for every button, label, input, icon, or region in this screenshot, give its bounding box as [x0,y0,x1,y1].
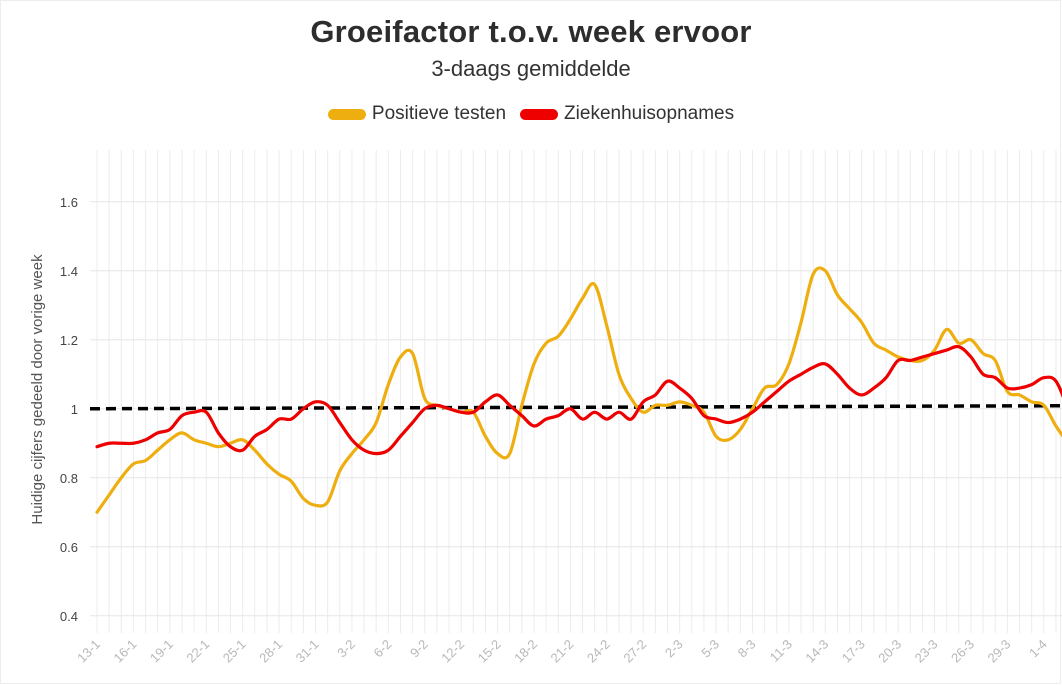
x-tick-label: 29-3 [984,637,1013,666]
y-tick-label: 1.4 [60,264,78,279]
x-tick-label: 11-3 [767,637,795,665]
series-line-positieve-testen [95,266,1062,514]
legend-swatch-ziekenhuisopnames [520,108,559,120]
x-tick-label: 2-3 [662,637,686,661]
x-tick-label: 16-1 [111,637,140,666]
y-tick-label: 1.2 [60,333,78,348]
series-line-ziekenhuisopnames [95,344,1062,456]
x-tick-label: 19-1 [147,637,176,666]
x-tick-label: 3-2 [334,637,358,661]
y-tick-label: 1 [71,402,78,417]
x-tick-label: 27-2 [620,637,649,666]
y-tick-label: 0.8 [60,471,78,486]
y-tick-label: 0.6 [60,540,78,555]
x-tick-label: 24-2 [584,637,613,666]
legend-label-ziekenhuisopnames: Ziekenhuisopnames [564,103,735,124]
x-tick-label: 8-3 [735,637,759,661]
x-tick-label: 28-1 [256,637,285,666]
x-tick-label: 14-3 [802,637,831,666]
y-axis-label: Huidige cijfers gedeeld door vorige week [29,254,46,525]
x-tick-label: 5-3 [698,637,722,661]
x-tick-label: 23-3 [912,637,941,666]
x-tick-label: 25-1 [220,637,249,666]
legend-swatch-positieve-testen [327,108,366,120]
x-tick-label: 15-2 [475,637,504,666]
x-tick-label: 17-3 [839,637,868,666]
y-tick-label: 0.4 [60,609,78,624]
x-tick-label: 20-3 [875,637,904,666]
chart-subtitle: 3-daags gemiddelde [431,56,631,81]
x-tick-label: 1-4 [1026,637,1050,661]
legend-item-positieve-testen[interactable]: Positieve testen [327,103,507,125]
x-tick-label: 21-2 [548,637,577,666]
x-tick-label: 22-1 [183,637,212,666]
x-tick-label: 12-2 [438,637,467,666]
x-tick-label: 31-1 [293,637,322,666]
x-tick-label: 18-2 [511,637,540,666]
chart-legend: Positieve testen Ziekenhuisopnames [0,103,1062,125]
x-tick-label: 9-2 [407,637,431,661]
x-tick-label: 6-2 [371,637,395,661]
legend-label-positieve-testen: Positieve testen [371,103,507,124]
y-tick-label: 1.6 [60,195,78,210]
chart-title: Groeifactor t.o.v. week ervoor [310,14,752,49]
reference-line [89,404,1062,411]
legend-item-ziekenhuisopnames[interactable]: Ziekenhuisopnames [520,103,734,125]
x-tick-label: 13-1 [74,637,103,666]
x-tick-label: 26-3 [948,637,977,666]
